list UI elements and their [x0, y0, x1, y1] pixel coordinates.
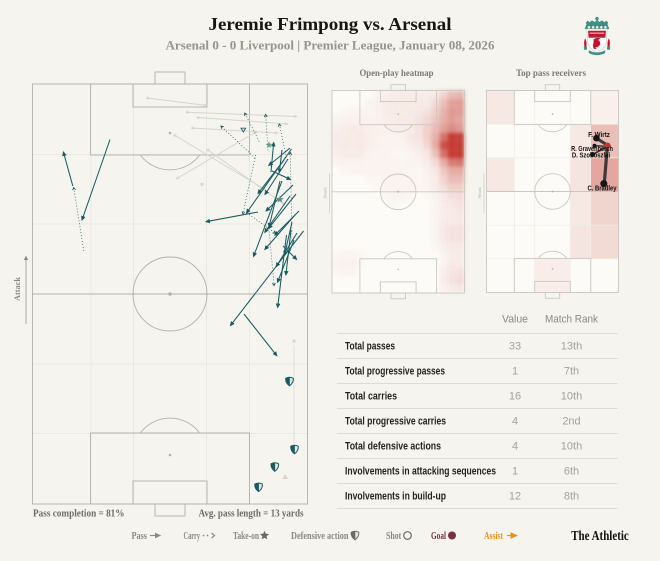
- svg-text:33: 33: [509, 340, 521, 352]
- svg-text:13th: 13th: [561, 340, 582, 352]
- svg-text:Involvements in attacking sequ: Involvements in attacking sequences: [345, 465, 496, 477]
- svg-text:D. Szoboszlai: D. Szoboszlai: [572, 150, 610, 159]
- svg-text:Attack: Attack: [323, 186, 328, 198]
- svg-text:R. Gravenberch: R. Gravenberch: [571, 144, 613, 153]
- svg-text:Value: Value: [502, 314, 528, 326]
- svg-text:Open-play heatmap: Open-play heatmap: [360, 69, 434, 79]
- svg-text:Top pass receivers: Top pass receivers: [516, 69, 586, 79]
- svg-text:Goal: Goal: [431, 531, 446, 542]
- svg-text:C. Bradley: C. Bradley: [587, 184, 617, 193]
- svg-text:4: 4: [512, 415, 518, 427]
- svg-text:12: 12: [509, 490, 521, 502]
- svg-text:10th: 10th: [561, 390, 582, 402]
- svg-text:The Athletic: The Athletic: [571, 528, 629, 543]
- svg-text:Total progressive carries: Total progressive carries: [345, 415, 446, 427]
- svg-text:2nd: 2nd: [562, 415, 580, 427]
- svg-text:Match Rank: Match Rank: [545, 314, 598, 326]
- svg-text:F. Wirtz: F. Wirtz: [588, 130, 610, 139]
- svg-text:Total progressive passes: Total progressive passes: [345, 365, 445, 377]
- svg-text:Arsenal 0 - 0 Liverpool | Prem: Arsenal 0 - 0 Liverpool | Premier League…: [166, 39, 495, 53]
- svg-text:Involvements in build-up: Involvements in build-up: [345, 490, 446, 502]
- svg-text:Defensive action: Defensive action: [291, 531, 349, 542]
- svg-text:Assist: Assist: [484, 531, 504, 542]
- svg-text:Attack: Attack: [477, 186, 482, 198]
- svg-text:Take-on: Take-on: [233, 531, 259, 542]
- svg-text:16: 16: [509, 390, 521, 402]
- svg-text:1: 1: [512, 365, 518, 377]
- svg-text:Total defensive actions: Total defensive actions: [345, 440, 441, 452]
- svg-text:4: 4: [512, 440, 518, 452]
- svg-text:Pass completion = 81%: Pass completion = 81%: [33, 508, 125, 520]
- svg-text:7th: 7th: [564, 365, 579, 377]
- svg-text:Jeremie Frimpong vs. Arsenal: Jeremie Frimpong vs. Arsenal: [209, 14, 452, 34]
- svg-text:Total carries: Total carries: [345, 390, 397, 402]
- svg-text:1: 1: [512, 465, 518, 477]
- svg-text:Shot: Shot: [386, 531, 402, 542]
- svg-text:10th: 10th: [561, 440, 582, 452]
- svg-text:6th: 6th: [564, 465, 579, 477]
- svg-text:Total passes: Total passes: [345, 340, 395, 352]
- svg-text:Avg. pass length = 13 yards: Avg. pass length = 13 yards: [199, 508, 305, 520]
- svg-text:Attack: Attack: [13, 276, 22, 301]
- svg-text:Pass: Pass: [132, 531, 148, 542]
- svg-text:8th: 8th: [564, 490, 579, 502]
- svg-text:Carry: Carry: [184, 531, 201, 542]
